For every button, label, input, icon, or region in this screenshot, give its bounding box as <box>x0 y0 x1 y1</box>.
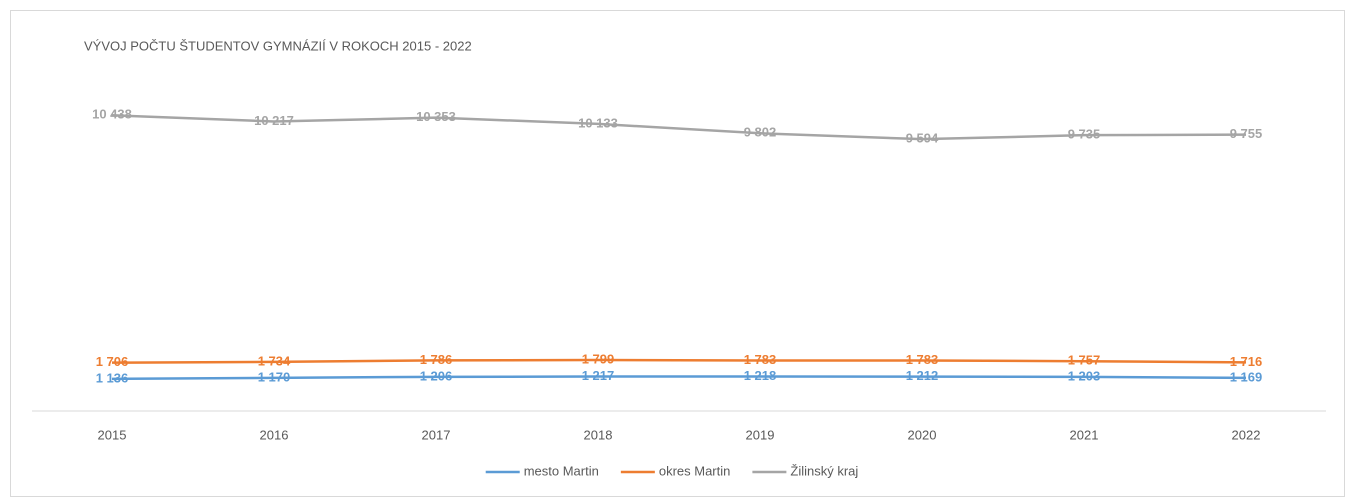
legend-item: mesto Martin <box>485 463 599 478</box>
data-label: 1 706 <box>96 354 129 369</box>
legend-label: okres Martin <box>659 463 731 478</box>
data-label: 1 136 <box>96 370 129 385</box>
data-label: 10 217 <box>254 113 294 128</box>
data-label: 1 170 <box>258 369 291 384</box>
x-tick-label: 2015 <box>98 427 127 442</box>
x-tick-label: 2021 <box>1070 427 1099 442</box>
data-label: 1 783 <box>906 352 939 367</box>
chart-frame <box>10 10 1345 497</box>
data-label: 10 353 <box>416 109 456 124</box>
data-label: 1 734 <box>258 353 291 368</box>
data-label: 1 757 <box>1068 353 1101 368</box>
legend-item: Žilinský kraj <box>752 463 858 478</box>
data-label: 1 169 <box>1230 369 1263 384</box>
data-label: 1 786 <box>420 352 453 367</box>
data-label: 1 799 <box>582 351 615 366</box>
data-label: 1 206 <box>420 368 453 383</box>
legend-label: Žilinský kraj <box>790 463 858 478</box>
data-label: 1 716 <box>1230 354 1263 369</box>
x-tick-label: 2022 <box>1232 427 1261 442</box>
data-label: 1 218 <box>744 368 777 383</box>
series-line <box>111 375 1247 381</box>
data-label: 9 755 <box>1230 126 1263 141</box>
legend-item: okres Martin <box>620 463 731 478</box>
legend-label: mesto Martin <box>524 463 599 478</box>
data-label: 10 133 <box>578 115 618 130</box>
x-tick-label: 2020 <box>908 427 937 442</box>
chart-title: VÝVOJ POČTU ŠTUDENTOV GYMNÁZIÍ V ROKOCH … <box>84 38 472 53</box>
data-label: 1 217 <box>582 368 615 383</box>
series-line <box>111 114 1247 141</box>
series-line <box>111 358 1247 364</box>
x-tick-label: 2017 <box>422 427 451 442</box>
data-label: 9 594 <box>906 131 939 146</box>
data-label: 9 735 <box>1068 127 1101 142</box>
data-label: 9 802 <box>744 125 777 140</box>
data-label: 1 783 <box>744 352 777 367</box>
x-tick-label: 2016 <box>260 427 289 442</box>
x-tick-label: 2019 <box>746 427 775 442</box>
data-label: 10 438 <box>92 107 132 122</box>
data-label: 1 203 <box>1068 368 1101 383</box>
x-tick-label: 2018 <box>584 427 613 442</box>
data-label: 1 212 <box>906 368 939 383</box>
